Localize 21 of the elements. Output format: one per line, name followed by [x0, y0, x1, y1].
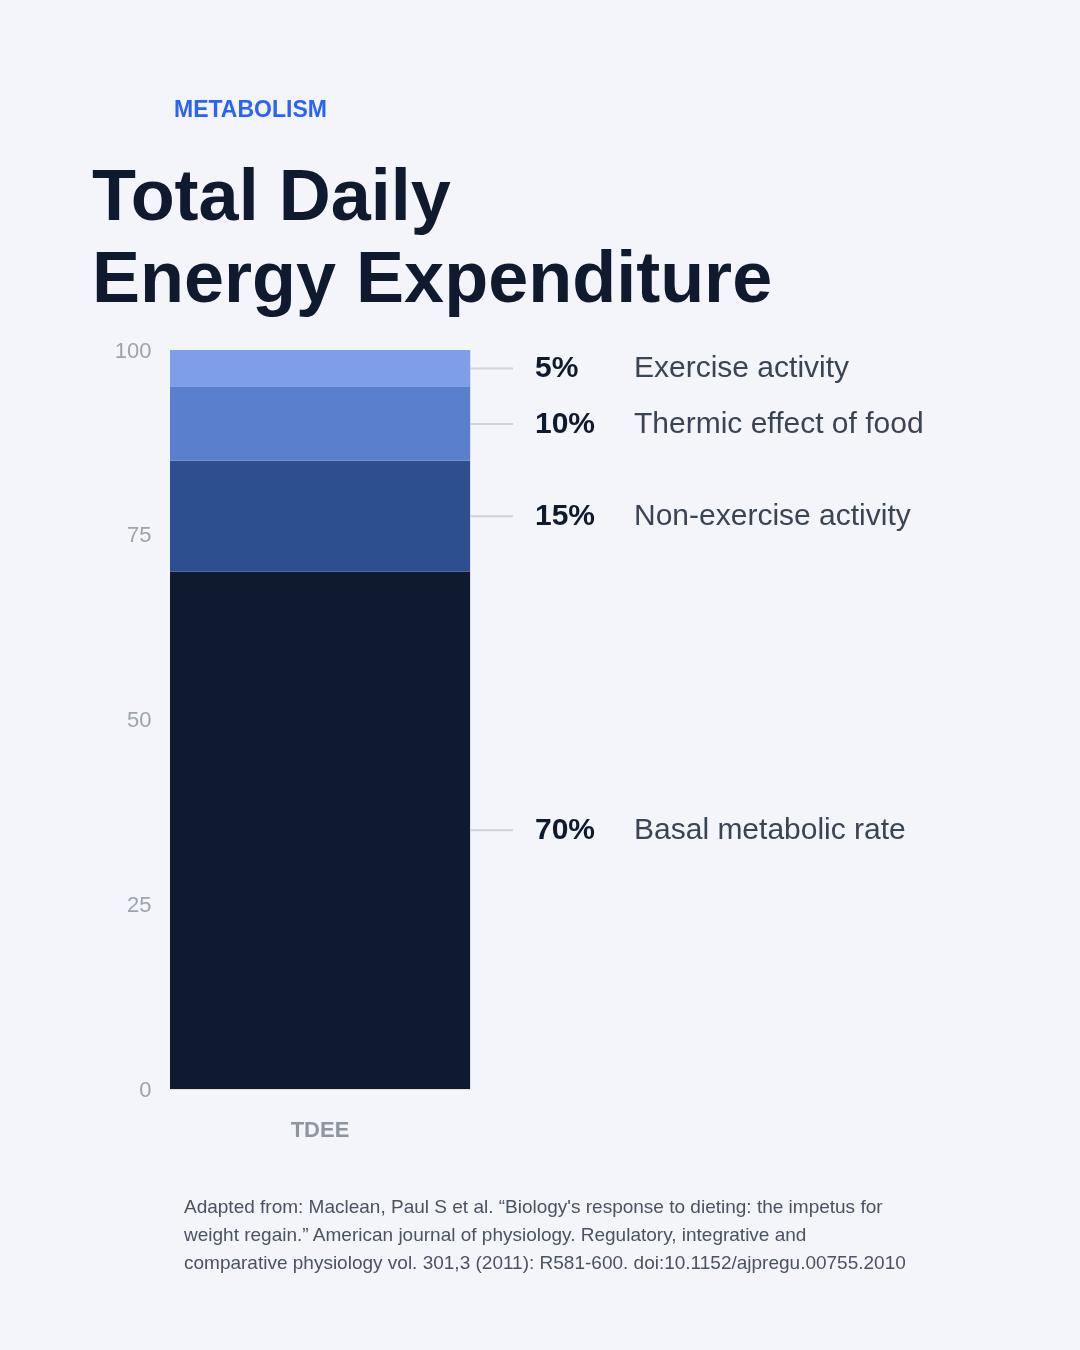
data-label: 70% [535, 812, 596, 846]
bar [170, 460, 470, 572]
text: Exercise activity [634, 350, 850, 384]
chart-subtitle: METABOLISM [174, 96, 327, 122]
data-label: 15% [535, 498, 596, 532]
text: Adapted from: Maclean, Paul S et al. “Biology's response to dieting: the impetus for weight regain.” American journal of physiology. Regulatory, integrative and comparative physiology vol. 301,3 (2011): R581-600. doi:10.1152/ajpregu.00755.2010 [183, 1196, 906, 1273]
text: Basal metabolic rate [634, 812, 906, 846]
text: Non-exercise activity [634, 498, 911, 532]
y-tick-label: 0 [139, 1076, 152, 1102]
bar [170, 386, 470, 461]
chart-title: Total Daily Energy Expenditure [92, 155, 773, 317]
text: Thermic effect of food [634, 405, 924, 439]
data-label: 5% [535, 350, 579, 384]
bar [170, 571, 470, 1089]
y-tick-label: 25 [127, 891, 152, 917]
y-tick-label: 75 [127, 522, 152, 548]
bar [170, 350, 470, 387]
y-tick-label: 100 [114, 337, 152, 363]
data-label: 10% [535, 405, 596, 439]
x-tick-label: TDEE [290, 1116, 350, 1142]
y-tick-label: 50 [127, 707, 152, 732]
